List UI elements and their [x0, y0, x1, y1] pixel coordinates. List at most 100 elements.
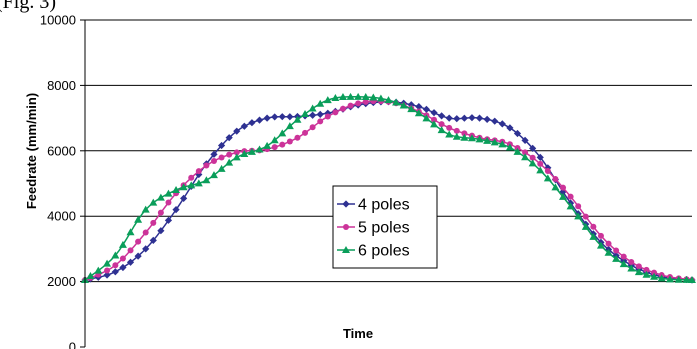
- point-5-poles-28: [188, 174, 195, 181]
- point-4-poles-104: [475, 114, 484, 122]
- point-4-poles-44: [248, 119, 256, 127]
- point-6-poles-20: [156, 193, 165, 201]
- y-tick-labels: 0 2000 4000 6000 8000 10000: [40, 13, 76, 349]
- point-4-poles-10: [119, 263, 127, 272]
- point-4-poles-120: [536, 153, 544, 161]
- point-6-poles-62: [316, 99, 325, 107]
- point-5-poles-62: [317, 118, 324, 125]
- point-5-poles-150: [651, 269, 658, 276]
- point-4-poles-40: [233, 127, 241, 135]
- point-6-poles-144: [627, 264, 636, 272]
- point-6-poles-32: [202, 176, 211, 184]
- point-6-poles-30: [194, 179, 203, 187]
- point-6-poles-70: [346, 92, 355, 100]
- point-5-poles-136: [597, 232, 604, 239]
- point-6-poles-24: [172, 186, 181, 194]
- y-tick-label-4000: 4000: [47, 209, 76, 224]
- point-6-poles-142: [619, 260, 628, 268]
- point-4-poles-112: [506, 124, 514, 132]
- point-5-poles-20: [157, 209, 164, 216]
- point-6-poles-102: [467, 134, 476, 142]
- point-6-poles-152: [657, 274, 666, 282]
- point-4-poles-114: [513, 129, 522, 138]
- point-6-poles-146: [634, 268, 643, 276]
- y-axis-label: Feedrate (mm/min): [24, 93, 39, 209]
- point-6-poles-154: [665, 275, 674, 283]
- point-4-poles-14: [134, 252, 142, 260]
- point-5-poles-6: [104, 267, 111, 274]
- point-5-poles-120: [537, 160, 544, 167]
- point-6-poles-118: [528, 159, 537, 167]
- point-6-poles-36: [217, 164, 226, 172]
- point-4-poles-46: [255, 116, 264, 124]
- point-6-poles-40: [232, 153, 241, 161]
- point-5-poles-34: [210, 157, 217, 164]
- point-6-poles-114: [513, 147, 522, 155]
- point-4-poles-54: [286, 113, 294, 121]
- point-4-poles-50: [271, 113, 279, 121]
- point-4-poles-16: [142, 245, 150, 253]
- point-6-poles-26: [179, 183, 188, 191]
- y-tick-label-6000: 6000: [47, 143, 76, 158]
- point-5-poles-140: [613, 247, 620, 254]
- point-6-poles-72: [354, 92, 363, 100]
- point-6-poles-138: [604, 248, 613, 256]
- point-4-poles-102: [468, 114, 476, 122]
- point-4-poles-34: [210, 150, 218, 158]
- series-layer: [81, 92, 696, 284]
- point-5-poles-18: [150, 219, 157, 226]
- point-6-poles-98: [452, 132, 461, 140]
- point-5-poles-74: [362, 98, 369, 105]
- point-4-poles-108: [491, 117, 499, 125]
- point-6-poles-28: [187, 181, 196, 189]
- point-6-poles-66: [331, 93, 340, 101]
- point-4-poles-92: [430, 109, 438, 117]
- point-5-poles-8: [112, 262, 119, 269]
- point-5-poles-56: [294, 134, 301, 141]
- legend-label-0: 4 poles: [358, 197, 410, 214]
- point-4-poles-12: [126, 258, 135, 266]
- point-5-poles-10: [119, 255, 126, 262]
- legend-label-1: 5 poles: [358, 220, 410, 237]
- point-4-poles-116: [521, 136, 529, 144]
- point-5-poles-134: [590, 223, 597, 230]
- point-4-poles-94: [438, 112, 446, 120]
- top-fragment-text: (Fig. 3): [0, 0, 56, 13]
- y-tick-label-0: 0: [69, 340, 76, 349]
- point-5-poles-94: [438, 121, 445, 128]
- point-5-poles-144: [628, 258, 635, 265]
- point-6-poles-108: [490, 138, 499, 146]
- point-5-poles-68: [339, 105, 346, 112]
- point-6-poles-80: [384, 96, 393, 104]
- point-4-poles-106: [483, 115, 491, 124]
- point-6-poles-160: [688, 275, 696, 283]
- point-4-poles-118: [529, 144, 537, 152]
- point-6-poles-94: [437, 126, 446, 134]
- point-4-poles-110: [498, 120, 506, 128]
- point-6-poles-82: [392, 98, 401, 106]
- point-5-poles-32: [203, 162, 210, 169]
- point-6-poles-104: [475, 135, 484, 143]
- point-5-poles-22: [165, 199, 172, 206]
- point-5-poles-126: [560, 184, 567, 191]
- point-6-poles-48: [263, 141, 272, 149]
- point-5-poles-132: [582, 213, 589, 220]
- point-6-poles-50: [270, 136, 279, 144]
- point-4-poles-48: [263, 114, 271, 122]
- point-4-poles-22: [164, 216, 173, 224]
- point-6-poles-90: [422, 114, 431, 122]
- point-6-poles-128: [566, 202, 575, 210]
- point-6-poles-132: [581, 222, 590, 230]
- point-4-poles-24: [172, 206, 180, 214]
- point-5-poles-100: [461, 130, 468, 137]
- legend: 4 poles 5 poles 6 poles: [332, 185, 438, 269]
- point-6-poles-8: [111, 251, 120, 259]
- point-6-poles-84: [399, 101, 408, 109]
- point-6-poles-112: [505, 143, 514, 151]
- point-4-poles-62: [316, 110, 324, 118]
- point-6-poles-56: [293, 115, 302, 123]
- point-6-poles-134: [589, 232, 598, 240]
- point-6-poles-34: [209, 171, 218, 179]
- point-6-poles-52: [278, 129, 287, 137]
